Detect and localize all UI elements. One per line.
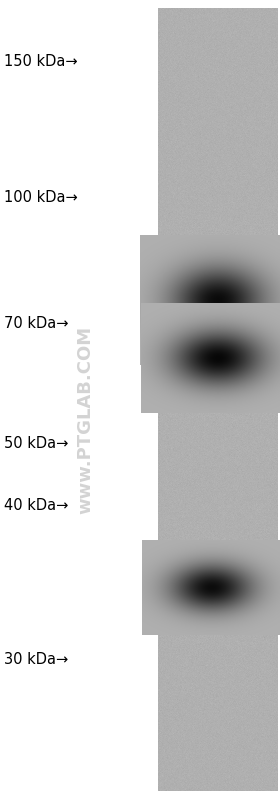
Text: 30 kDa→: 30 kDa→ [4,653,68,667]
Text: 70 kDa→: 70 kDa→ [4,316,69,331]
Bar [158,8,278,791]
Text: 40 kDa→: 40 kDa→ [4,499,68,514]
Text: 100 kDa→: 100 kDa→ [4,190,78,205]
Text: www.PTGLAB.COM: www.PTGLAB.COM [76,326,94,514]
Text: 150 kDa→: 150 kDa→ [4,54,78,70]
Text: 50 kDa→: 50 kDa→ [4,435,68,451]
